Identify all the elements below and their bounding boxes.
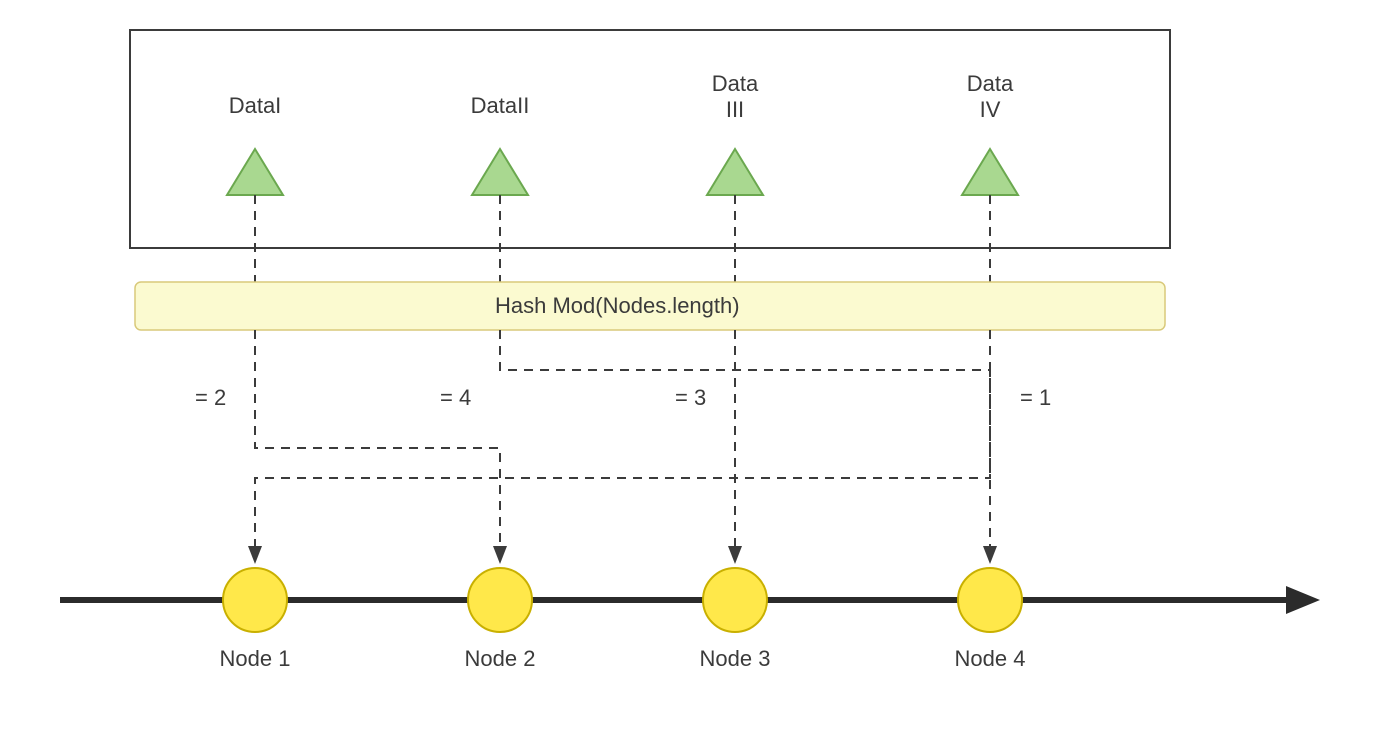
mapping-path-4 xyxy=(255,330,990,546)
data-triangle-3 xyxy=(707,149,763,195)
mapping-result-label-3: = 3 xyxy=(675,385,706,410)
node-label-4: Node 4 xyxy=(955,646,1026,671)
mapping-result-label-2: = 4 xyxy=(440,385,471,410)
node-circle-3 xyxy=(703,568,767,632)
data-label-4: DataIV xyxy=(967,71,1014,122)
mapping-arrowhead-icon xyxy=(728,546,742,564)
hash-mod-diagram: DataI DataII DataIII DataIV Hash Mod(Nodes.l… xyxy=(0,0,1400,731)
node-circle-1 xyxy=(223,568,287,632)
mapping-result-label-1: = 2 xyxy=(195,385,226,410)
data-label-1: DataI xyxy=(229,93,282,118)
mapping-result-label-4: = 1 xyxy=(1020,385,1051,410)
hash-bar-label: Hash Mod(Nodes.length) xyxy=(495,293,740,318)
mapping-path-2 xyxy=(500,330,990,546)
node-circle-2 xyxy=(468,568,532,632)
node-label-2: Node 2 xyxy=(465,646,536,671)
node-axis-arrowhead-icon xyxy=(1286,586,1320,614)
data-label-3: DataIII xyxy=(712,71,759,122)
node-label-1: Node 1 xyxy=(220,646,291,671)
mapping-arrowhead-icon xyxy=(983,546,997,564)
node-circle-4 xyxy=(958,568,1022,632)
data-label-2: DataII xyxy=(471,93,530,118)
data-container-box xyxy=(130,30,1170,248)
node-label-3: Node 3 xyxy=(700,646,771,671)
data-triangle-2 xyxy=(472,149,528,195)
mapping-arrowhead-icon xyxy=(493,546,507,564)
mapping-path-1 xyxy=(255,330,500,546)
data-triangle-1 xyxy=(227,149,283,195)
mapping-arrowhead-icon xyxy=(248,546,262,564)
data-triangle-4 xyxy=(962,149,1018,195)
